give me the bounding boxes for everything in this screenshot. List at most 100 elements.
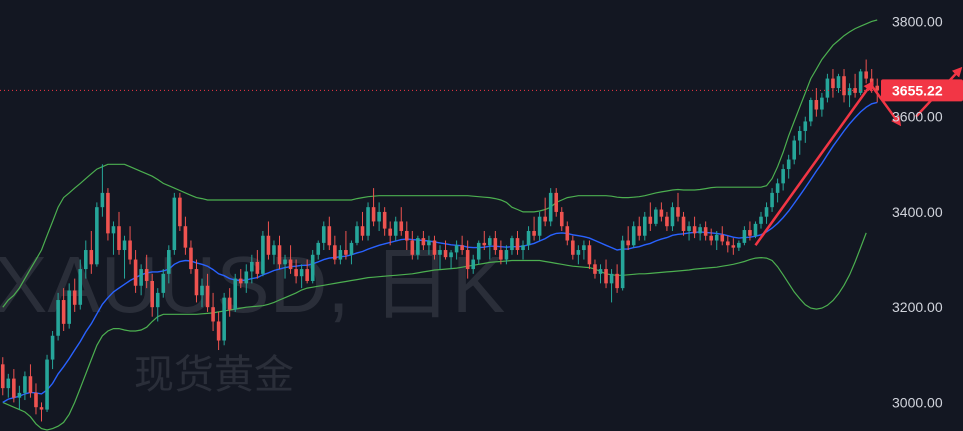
candle-body <box>23 376 27 393</box>
trend-arrow <box>870 84 902 127</box>
candle <box>17 385 22 410</box>
candle-body <box>809 100 813 122</box>
candle <box>764 202 769 224</box>
candle <box>344 230 348 260</box>
candle-body <box>521 245 525 251</box>
candle-body <box>6 378 11 389</box>
candle <box>532 216 536 241</box>
candle <box>842 69 846 103</box>
candle-body <box>277 245 282 265</box>
candle-body <box>227 297 232 310</box>
candle-body <box>12 378 16 398</box>
candle <box>78 259 83 310</box>
candle-body <box>792 140 797 160</box>
candle-body <box>111 226 116 234</box>
candle-body <box>272 245 276 255</box>
candle-body <box>106 192 110 234</box>
candle <box>272 240 276 265</box>
candle-body <box>864 71 868 79</box>
candle-body <box>178 197 182 227</box>
candle-body <box>858 71 863 93</box>
candle-body <box>548 192 553 222</box>
candle-body <box>709 235 713 241</box>
candle <box>371 188 376 227</box>
candle <box>388 221 392 246</box>
candle-body <box>737 242 741 248</box>
candle-body <box>194 269 199 296</box>
candle <box>0 357 5 396</box>
candle-body <box>681 216 686 231</box>
candle-body <box>659 209 664 217</box>
candle-body <box>89 250 94 265</box>
candle <box>299 264 304 289</box>
candle-body <box>465 250 470 270</box>
candles <box>0 59 880 422</box>
candle-body <box>642 216 647 236</box>
candle-body <box>775 183 780 193</box>
candle <box>321 221 326 251</box>
candle <box>189 240 193 274</box>
candle <box>12 369 16 403</box>
candle <box>178 192 182 231</box>
candle <box>183 216 188 255</box>
candle-body <box>537 216 542 236</box>
candle <box>731 238 736 255</box>
candle <box>288 245 293 274</box>
candle <box>366 202 370 241</box>
candle-body <box>349 242 354 255</box>
candle-body <box>344 250 348 255</box>
candle-body <box>333 245 337 260</box>
candle <box>194 259 199 303</box>
candle <box>598 264 603 284</box>
watermark-symbol: XAUUSD, 日K <box>0 240 505 329</box>
candle <box>283 254 287 279</box>
candle-body <box>615 273 619 289</box>
candle <box>714 230 719 251</box>
candle <box>100 164 105 217</box>
price-axis[interactable]: 3800.00 3600.00 3400.00 3200.00 3000.00 3655.… <box>881 13 963 410</box>
candle-body <box>654 209 658 224</box>
candle-body <box>261 235 265 274</box>
candle-body <box>753 223 758 236</box>
candle <box>355 221 359 246</box>
candle-body <box>831 78 835 89</box>
candle <box>631 221 636 248</box>
candle <box>67 283 71 329</box>
candle <box>393 216 398 241</box>
candle <box>167 245 171 284</box>
candle <box>482 230 487 251</box>
candle <box>803 116 808 143</box>
candle <box>775 178 780 203</box>
y-tick-label: 3200.00 <box>892 299 943 315</box>
candle-body <box>427 240 431 246</box>
candle <box>454 240 459 260</box>
candle <box>814 88 819 117</box>
candle-body <box>582 245 586 251</box>
candle-body <box>853 88 857 93</box>
candle-body <box>321 226 326 243</box>
candle <box>554 188 559 217</box>
candle-body <box>504 250 509 260</box>
candle <box>465 240 470 279</box>
candle <box>89 230 94 274</box>
candle <box>95 202 99 267</box>
candle <box>571 235 575 260</box>
candle <box>360 211 365 241</box>
candle <box>200 278 204 308</box>
candle-body <box>72 290 77 305</box>
candle-body <box>382 211 387 229</box>
candle <box>172 192 177 255</box>
candle-body <box>571 240 575 255</box>
candle <box>471 254 476 274</box>
candle-body <box>45 359 49 410</box>
candle-body <box>637 226 642 236</box>
candle <box>61 288 66 331</box>
candle <box>726 235 730 253</box>
candle-body <box>144 269 149 281</box>
candle-body <box>759 216 763 224</box>
candle <box>809 97 813 127</box>
candle-body <box>338 250 343 260</box>
candle-body <box>797 130 802 141</box>
candle-body <box>786 159 791 170</box>
